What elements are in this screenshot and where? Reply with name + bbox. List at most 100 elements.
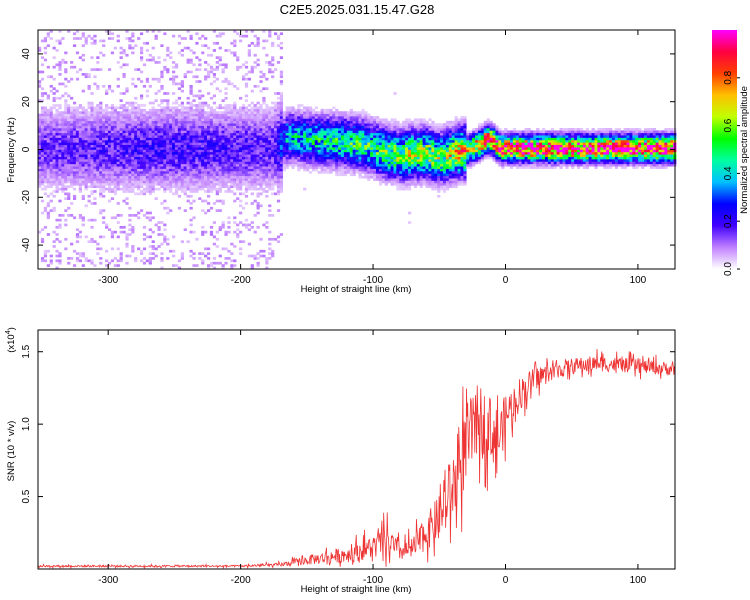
spectrogram-cell [279,151,284,155]
spectrogram-cell [233,113,237,117]
spectrogram-cell [87,147,91,150]
spectrogram-cell [110,235,115,239]
spectrogram-cell [209,161,214,165]
spectrogram-cell [224,178,228,181]
spectrogram-cell [262,159,266,162]
spectrogram-cell [189,106,193,110]
spectrogram-cell [78,187,83,191]
spectrogram-cell [239,108,243,112]
spectrogram-cell [373,135,377,138]
spectrogram-cell [335,168,339,172]
spectrogram-cell [239,137,243,141]
spectrogram-cell [40,130,45,134]
spectrogram-cell [107,30,112,33]
spectrogram-cell [204,113,208,117]
spectrogram-cell [244,202,249,205]
spectrogram-cell [308,154,313,157]
spectrogram-cell [154,182,158,186]
spectrogram-cell [52,130,56,134]
spectrogram-cell [393,123,397,126]
spectrogram-cell [198,197,202,200]
spectrogram-cell [311,108,316,112]
spectrogram-cell [189,120,193,124]
spectrogram-cell [329,149,333,153]
spectrogram-cell [52,151,56,155]
spectrogram-cell [52,194,56,198]
spectrogram-cell [52,96,56,100]
spectrogram-cell [40,108,45,112]
spectrogram-cell [393,175,397,179]
spectrogram-cell [93,156,97,160]
spectrogram-cell [67,206,71,210]
spectrogram-cell [204,154,208,157]
spectrogram-cell [102,156,106,160]
spectrogram-cell [300,120,304,124]
spectrogram-cell [358,144,362,148]
spectrogram-cell [198,96,202,100]
spectrogram-cell [361,123,365,126]
spectrogram-cell [378,120,383,124]
spectrogram-cell [172,192,176,196]
spectrogram-cell [297,104,301,107]
spectrogram-cell [151,182,155,186]
spectrogram-cell [139,127,144,131]
spectrogram-cell [358,156,362,160]
spectrogram-cell [110,142,115,146]
spectrogram-cell [323,149,327,153]
spectrogram-cell [361,108,365,112]
spectrogram-cell [268,182,272,186]
spectrogram-cell [145,113,150,117]
spectrogram-cell [279,161,284,165]
spectrogram-cell [81,113,85,117]
spectrogram-cell [142,237,147,241]
spectrogram-cell [81,116,85,119]
spectrogram-cell [303,132,307,136]
spectrogram-cell [166,156,170,160]
spectrogram-cell [387,137,391,141]
spectrogram-cell [373,118,377,122]
spectrogram-cell [84,163,88,167]
spectrogram-cell [259,113,263,117]
spectrogram-cell [192,166,196,169]
spectrogram-cell [163,132,167,136]
spectrogram-cell [131,185,135,189]
spectrogram-cell [271,175,275,179]
spectrogram-cell [291,135,295,138]
spectrogram-cell [387,139,391,143]
spectrogram-cell [253,144,257,148]
spectrogram-cell [107,125,112,129]
spectrogram-cell [224,135,228,138]
spectrogram-cell [276,156,281,160]
spectrogram-cell [125,142,129,146]
spectrogram-cell [393,149,397,153]
spectrogram-cell [174,63,179,67]
spectrogram-cell [192,113,196,117]
spectrogram-cell [151,139,155,143]
spectrogram-cell [352,125,356,129]
spectrogram-cell [40,237,45,241]
spectrogram-cell [116,156,120,160]
spectrogram-cell [52,46,56,50]
spectrogram-cell [241,161,246,165]
spectrogram-cell [212,137,217,141]
spectrogram-cell [96,132,100,136]
spectrogram-cell [128,118,132,122]
spectrogram-cell [43,254,48,258]
spectrogram-cell [145,144,150,148]
spectrogram-cell [250,166,254,169]
spectrogram-cell [195,264,199,267]
spectrogram-cell [297,163,301,167]
spectrogram-cell [273,135,278,138]
spectrogram-cell [230,159,234,162]
spectrogram-cell [320,123,324,126]
spectrogram-cell [58,171,62,174]
spectrogram-cell [224,106,228,110]
spectrogram-cell [314,149,318,153]
spectrogram-cell [169,108,173,112]
spectrogram-cell [174,149,179,153]
spectrogram-cell [64,166,68,169]
spectrogram-cell [276,139,281,143]
spectrogram-cell [166,242,170,246]
spectrogram-cell [183,168,187,172]
spectrogram-cell [119,178,123,181]
